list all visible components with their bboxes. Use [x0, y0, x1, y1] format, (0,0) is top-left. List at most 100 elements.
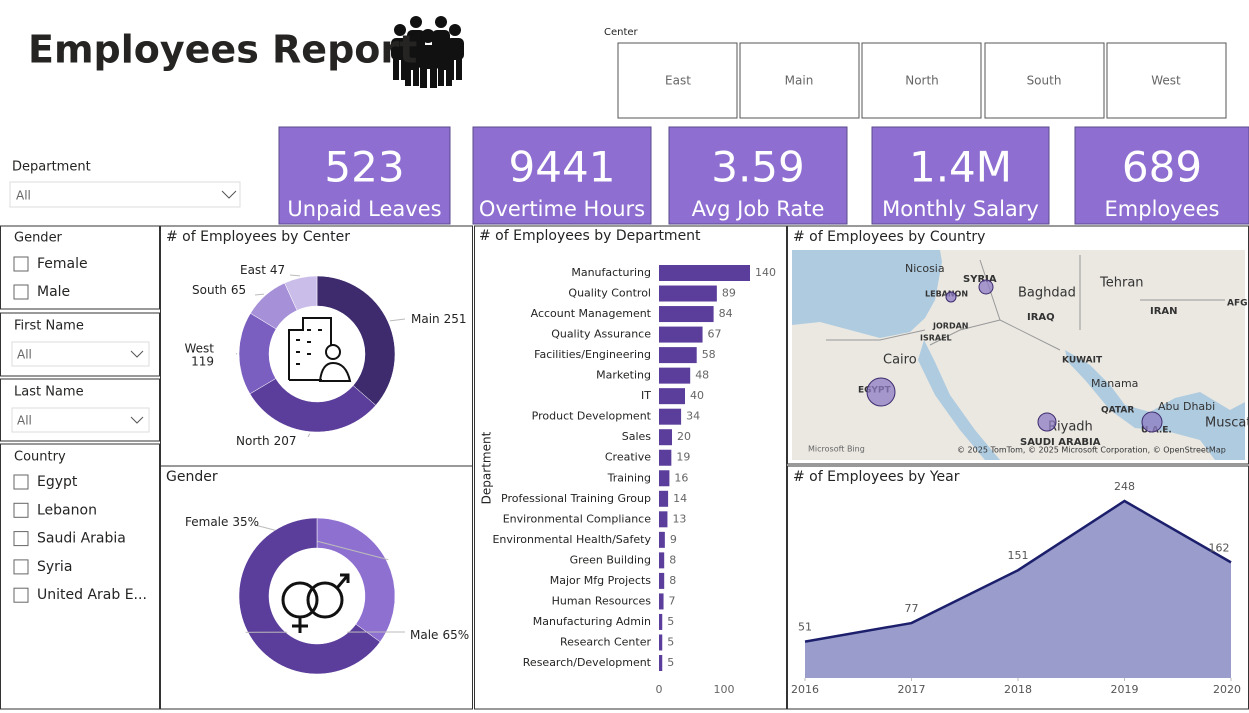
map-label: IRAN: [1150, 306, 1178, 317]
data-label: Main 251: [411, 312, 467, 326]
category-label: Female: [185, 515, 228, 529]
slicer-option: Syria: [37, 559, 72, 575]
kpi-card: [668, 126, 848, 225]
kpi-value: 3.59: [711, 143, 805, 192]
bar: [659, 552, 665, 569]
checkbox[interactable]: [13, 474, 29, 490]
leader-line: [289, 274, 301, 277]
bar: [659, 470, 670, 487]
map-bubble: [866, 377, 896, 407]
kpi-value: 9441: [509, 143, 616, 192]
slicer-button[interactable]: [984, 42, 1105, 119]
map-label: ISRAEL: [920, 334, 952, 343]
slicer-button[interactable]: [617, 42, 738, 119]
checkbox[interactable]: [13, 559, 29, 575]
category-label: Male: [410, 628, 438, 642]
checkbox[interactable]: [13, 284, 29, 300]
slicer-option: Female: [37, 256, 88, 272]
value-label: 48: [695, 369, 709, 382]
bar: [659, 265, 750, 281]
map-attribution: © 2025 TomTom, © 2025 Microsoft Corporat…: [957, 446, 1226, 455]
checkbox[interactable]: [13, 531, 29, 547]
bar: [659, 408, 682, 425]
category-label: Quality Assurance: [551, 328, 651, 341]
slicer-option: West: [1151, 74, 1181, 88]
chevron: [130, 416, 144, 424]
data-label: East 47: [240, 263, 285, 277]
category-label: Manufacturing: [571, 266, 651, 279]
slicer-button[interactable]: [1106, 42, 1227, 119]
map-bubble: [945, 291, 957, 303]
category-label: Professional Training Group: [501, 492, 651, 505]
category-label: Environmental Health/Safety: [492, 533, 651, 546]
checkbox[interactable]: [13, 256, 29, 272]
x-tick-label: 100: [714, 683, 735, 696]
slicer-label: Last Name: [14, 385, 84, 400]
slicer-button[interactable]: [739, 42, 860, 119]
slicer-option: Saudi Arabia: [37, 531, 126, 547]
value-label: 5: [667, 635, 674, 648]
x-tick-label: 0: [656, 683, 663, 696]
category-label: Quality Control: [568, 287, 651, 300]
map-base: [792, 250, 1245, 460]
x-tick-label: 2018: [1004, 683, 1032, 696]
map-label: Baghdad: [1018, 286, 1076, 301]
data-label: West: [184, 342, 214, 356]
people-icon: [391, 16, 464, 88]
x-tick-label: 2020: [1213, 683, 1241, 696]
slicer-option: Egypt: [37, 474, 78, 490]
slicer-option: Lebanon: [37, 502, 97, 518]
map-label: QATAR: [1101, 406, 1134, 416]
leader-line: [254, 293, 264, 296]
category-label: IT: [641, 389, 651, 402]
map-label: Abu Dhabi: [1158, 400, 1215, 413]
slicer-option: Main: [785, 74, 814, 88]
donut-segment: [238, 517, 381, 675]
map-bubble: [1141, 411, 1163, 433]
value-label: 8: [669, 574, 676, 587]
value-label: 5: [667, 615, 674, 628]
value-label: 19: [676, 451, 690, 464]
data-label: 77: [905, 602, 919, 615]
chart-panel: [474, 225, 787, 710]
slicer-button[interactable]: [861, 42, 982, 119]
value-label: 5: [667, 656, 674, 669]
data-label: Female 35%: [185, 515, 259, 529]
slicer-label: Department: [12, 160, 91, 175]
value-label: 16: [674, 471, 688, 484]
map-label: IRAQ: [1027, 312, 1055, 323]
dropdown[interactable]: [11, 341, 150, 367]
category-label: Environmental Compliance: [503, 512, 652, 525]
checkbox[interactable]: [13, 587, 29, 603]
dropdown[interactable]: [9, 181, 241, 208]
checkbox[interactable]: [13, 502, 29, 518]
x-tick-label: 2017: [898, 683, 926, 696]
dropdown[interactable]: [11, 407, 150, 433]
category-label: Human Resources: [552, 594, 652, 607]
data-label: 151: [1008, 549, 1029, 562]
value-label: 65: [231, 283, 246, 297]
value-label: 8: [669, 553, 676, 566]
category-label: Facilities/Engineering: [534, 348, 651, 361]
bar: [659, 388, 685, 405]
map-label: Nicosia: [905, 262, 945, 275]
bar: [659, 367, 691, 384]
category-label: Research Center: [560, 635, 651, 648]
bar: [659, 634, 663, 651]
slicer-option: United Arab E...: [37, 587, 147, 603]
slicer-label: Gender: [14, 231, 63, 246]
value-label: 58: [702, 348, 716, 361]
y-axis-title: Department: [480, 431, 494, 504]
donut-segment: [316, 517, 396, 643]
category-label: Main: [411, 312, 440, 326]
donut-segment: [249, 378, 377, 433]
slicer-label: Country: [14, 450, 66, 465]
donut-hole: [270, 307, 364, 401]
map-provider: Microsoft Bing: [808, 445, 865, 454]
page-title: Employees Report: [28, 28, 417, 72]
map-label: KUWAIT: [1062, 356, 1103, 366]
leader-line: [235, 353, 238, 355]
dropdown-value: All: [17, 414, 32, 428]
bar: [659, 613, 663, 630]
